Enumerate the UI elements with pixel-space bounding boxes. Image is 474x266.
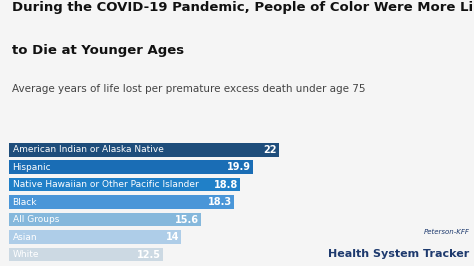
Bar xyxy=(9,230,181,244)
Text: Health System Tracker: Health System Tracker xyxy=(328,249,469,259)
Text: 18.3: 18.3 xyxy=(208,197,232,207)
Text: Hispanic: Hispanic xyxy=(12,163,51,172)
Text: Black: Black xyxy=(12,198,37,207)
Text: During the COVID-19 Pandemic, People of Color Were More Likely: During the COVID-19 Pandemic, People of … xyxy=(12,1,474,14)
Bar xyxy=(9,213,201,226)
Text: 22: 22 xyxy=(264,145,277,155)
Text: 15.6: 15.6 xyxy=(174,215,199,225)
Bar xyxy=(9,178,240,192)
Text: 14: 14 xyxy=(165,232,179,242)
Bar xyxy=(9,248,163,261)
Text: 19.9: 19.9 xyxy=(228,162,251,172)
Text: Peterson-KFF: Peterson-KFF xyxy=(423,229,469,235)
Text: All Groups: All Groups xyxy=(12,215,59,224)
Text: to Die at Younger Ages: to Die at Younger Ages xyxy=(12,44,184,57)
Text: American Indian or Alaska Native: American Indian or Alaska Native xyxy=(12,145,164,154)
Bar xyxy=(9,160,253,174)
Text: White: White xyxy=(12,250,39,259)
Text: Native Hawaiian or Other Pacific Islander: Native Hawaiian or Other Pacific Islande… xyxy=(12,180,198,189)
Text: 18.8: 18.8 xyxy=(214,180,238,190)
Bar xyxy=(9,143,279,156)
Text: 12.5: 12.5 xyxy=(137,250,161,260)
Text: Average years of life lost per premature excess death under age 75: Average years of life lost per premature… xyxy=(12,84,365,94)
Text: Asian: Asian xyxy=(12,233,37,242)
Bar xyxy=(9,195,234,209)
